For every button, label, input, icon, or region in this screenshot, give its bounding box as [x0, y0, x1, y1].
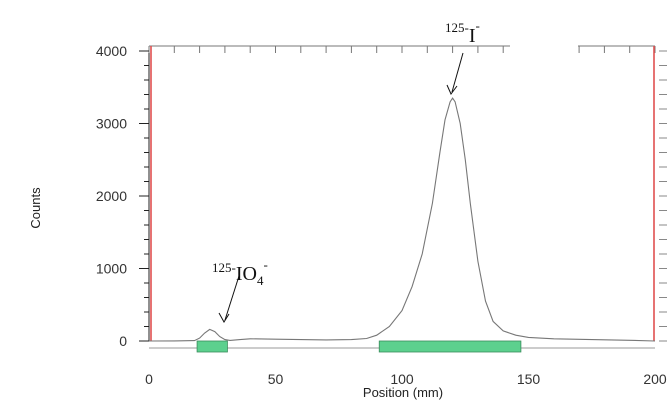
annotations: 125-IO4- 125-I-	[212, 18, 480, 323]
annotation-io4-label: 125-IO4-	[212, 257, 268, 288]
annotation-i-arrow	[451, 52, 464, 93]
tick-labels: 0 1000 2000 3000 4000 0 50 100 150 200	[96, 43, 667, 387]
x-tick-label: 50	[268, 371, 284, 387]
x-tick-label: 150	[517, 371, 541, 387]
y-tick-label: 3000	[96, 116, 127, 132]
x-axis-title: Position (mm)	[363, 385, 443, 400]
annotation-io4-arrowhead	[218, 312, 230, 323]
axes	[139, 45, 667, 349]
peak-region	[378, 340, 522, 353]
annotation-io4: 125-IO4-	[212, 257, 268, 323]
boundary-lines	[150, 46, 655, 341]
y-tick-label: 0	[119, 333, 127, 349]
counts-trace	[148, 97, 656, 342]
series	[148, 97, 656, 342]
y-tick-label: 2000	[96, 188, 127, 204]
annotation-io4-arrow	[224, 275, 240, 321]
peak-regions	[196, 340, 522, 353]
y-tick-label: 4000	[96, 43, 127, 59]
y-tick-label: 1000	[96, 261, 127, 277]
x-tick-label: 200	[643, 371, 667, 387]
x-tick-label: 0	[145, 371, 153, 387]
x-tick-label: 100	[390, 371, 414, 387]
annotation-i: 125-I-	[445, 18, 480, 95]
annotation-i-arrowhead	[446, 84, 458, 95]
peak-region	[196, 340, 228, 353]
y-axis-title: Counts	[28, 187, 43, 229]
annotation-i-label: 125-I-	[445, 18, 480, 47]
